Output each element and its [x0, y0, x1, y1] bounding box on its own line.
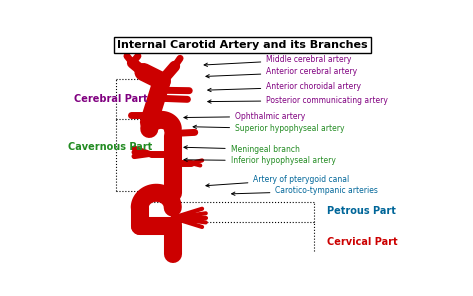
Text: Meningeal branch: Meningeal branch [184, 145, 299, 154]
Text: Petrous Part: Petrous Part [327, 205, 395, 215]
Text: Cerebral Part: Cerebral Part [74, 94, 148, 104]
Text: Cervical Part: Cervical Part [327, 237, 397, 247]
Text: Ophthalmic artery: Ophthalmic artery [184, 112, 306, 121]
Text: Carotico-tympanic arteries: Carotico-tympanic arteries [232, 186, 378, 195]
Text: Middle cerebral artery: Middle cerebral artery [204, 55, 351, 66]
Text: Cavernous Part: Cavernous Part [68, 142, 152, 152]
Text: Inferior hypophyseal artery: Inferior hypophyseal artery [184, 156, 335, 165]
Text: Artery of pterygoid canal: Artery of pterygoid canal [206, 175, 350, 187]
Text: Internal Carotid Artery and its Branches: Internal Carotid Artery and its Branches [117, 40, 368, 50]
Text: Superior hypophyseal artery: Superior hypophyseal artery [193, 124, 345, 133]
Text: Anterior cerebral artery: Anterior cerebral artery [206, 67, 358, 78]
Text: Anterior choroidal artery: Anterior choroidal artery [208, 82, 361, 92]
Text: Posterior communicating artery: Posterior communicating artery [208, 96, 388, 105]
